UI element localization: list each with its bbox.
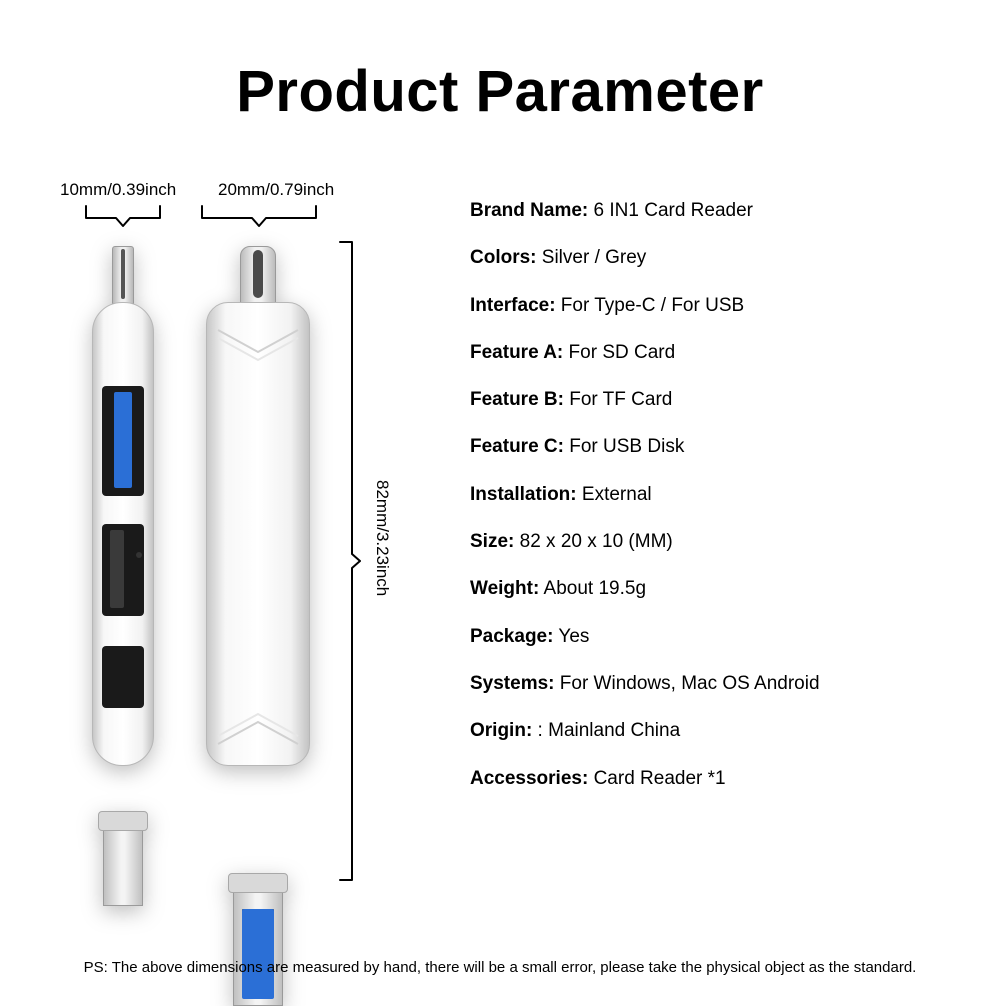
spec-row: Weight: About 19.5g [470,578,970,601]
spec-value: Card Reader *1 [588,768,725,789]
type-c-plug-icon [240,246,276,304]
height-bracket [338,240,364,887]
chevron-decoration-icon [216,328,300,358]
spec-value: Yes [553,626,589,647]
dimension-depth-label: 20mm/0.79inch [218,180,334,200]
spec-key: Systems: [470,673,555,694]
device-front-view [206,246,310,886]
spec-row: Feature B: For TF Card [470,389,970,412]
width-bracket [84,204,162,228]
sd-card-slot-icon [102,524,144,616]
spec-row: Installation: External [470,484,970,507]
tf-card-slot-icon [102,646,144,708]
spec-key: Installation: [470,484,577,505]
spec-key: Size: [470,531,514,552]
spec-row: Brand Name: 6 IN1 Card Reader [470,200,970,223]
spec-value: Silver / Grey [537,247,647,268]
spec-row: Size: 82 x 20 x 10 (MM) [470,531,970,554]
spec-row: Systems: For Windows, Mac OS Android [470,673,970,696]
spec-row: Interface: For Type-C / For USB [470,295,970,318]
device-side-view [92,246,154,836]
spec-value: For SD Card [563,342,675,363]
spec-key: Origin: [470,720,532,741]
dimension-width-label: 10mm/0.39inch [60,180,176,200]
page-title: Product Parameter [0,58,1000,125]
spec-row: Accessories: Card Reader *1 [470,768,970,791]
spec-key: Colors: [470,247,537,268]
spec-value: External [577,484,652,505]
chevron-decoration-icon [216,712,300,742]
spec-row: Package: Yes [470,626,970,649]
product-diagram: 10mm/0.39inch 20mm/0.79inch 82mm/3.23inc… [40,180,440,900]
usb-a-slot-icon [102,386,144,496]
indicator-led-icon [136,552,142,558]
spec-value: For Type-C / For USB [556,295,745,316]
footer-note: PS: The above dimensions are measured by… [0,959,1000,976]
usb-a-plug-large-icon [233,886,283,1006]
spec-key: Accessories: [470,768,588,789]
spec-value: About 19.5g [539,578,646,599]
dimension-height-label: 82mm/3.23inch [372,480,392,596]
device-body [206,302,310,766]
spec-row: Feature C: For USB Disk [470,436,970,459]
depth-bracket [200,204,318,228]
spec-value: 82 x 20 x 10 (MM) [514,531,672,552]
spec-key: Feature C: [470,436,564,457]
spec-row: Colors: Silver / Grey [470,247,970,270]
spec-list: Brand Name: 6 IN1 Card Reader Colors: Sil… [470,200,970,815]
spec-value: For USB Disk [564,436,684,457]
spec-value: For Windows, Mac OS Android [555,673,820,694]
spec-value: 6 IN1 Card Reader [588,200,753,221]
spec-key: Feature A: [470,342,563,363]
spec-key: Feature B: [470,389,564,410]
usb-a-plug-small-icon [103,824,143,906]
spec-key: Interface: [470,295,556,316]
spec-key: Weight: [470,578,539,599]
spec-value: For TF Card [564,389,672,410]
spec-key: Brand Name: [470,200,588,221]
spec-key: Package: [470,626,553,647]
spec-row: Feature A: For SD Card [470,342,970,365]
micro-usb-plug-icon [112,246,134,304]
spec-row: Origin: : Mainland China [470,720,970,743]
spec-value: : Mainland China [532,720,680,741]
